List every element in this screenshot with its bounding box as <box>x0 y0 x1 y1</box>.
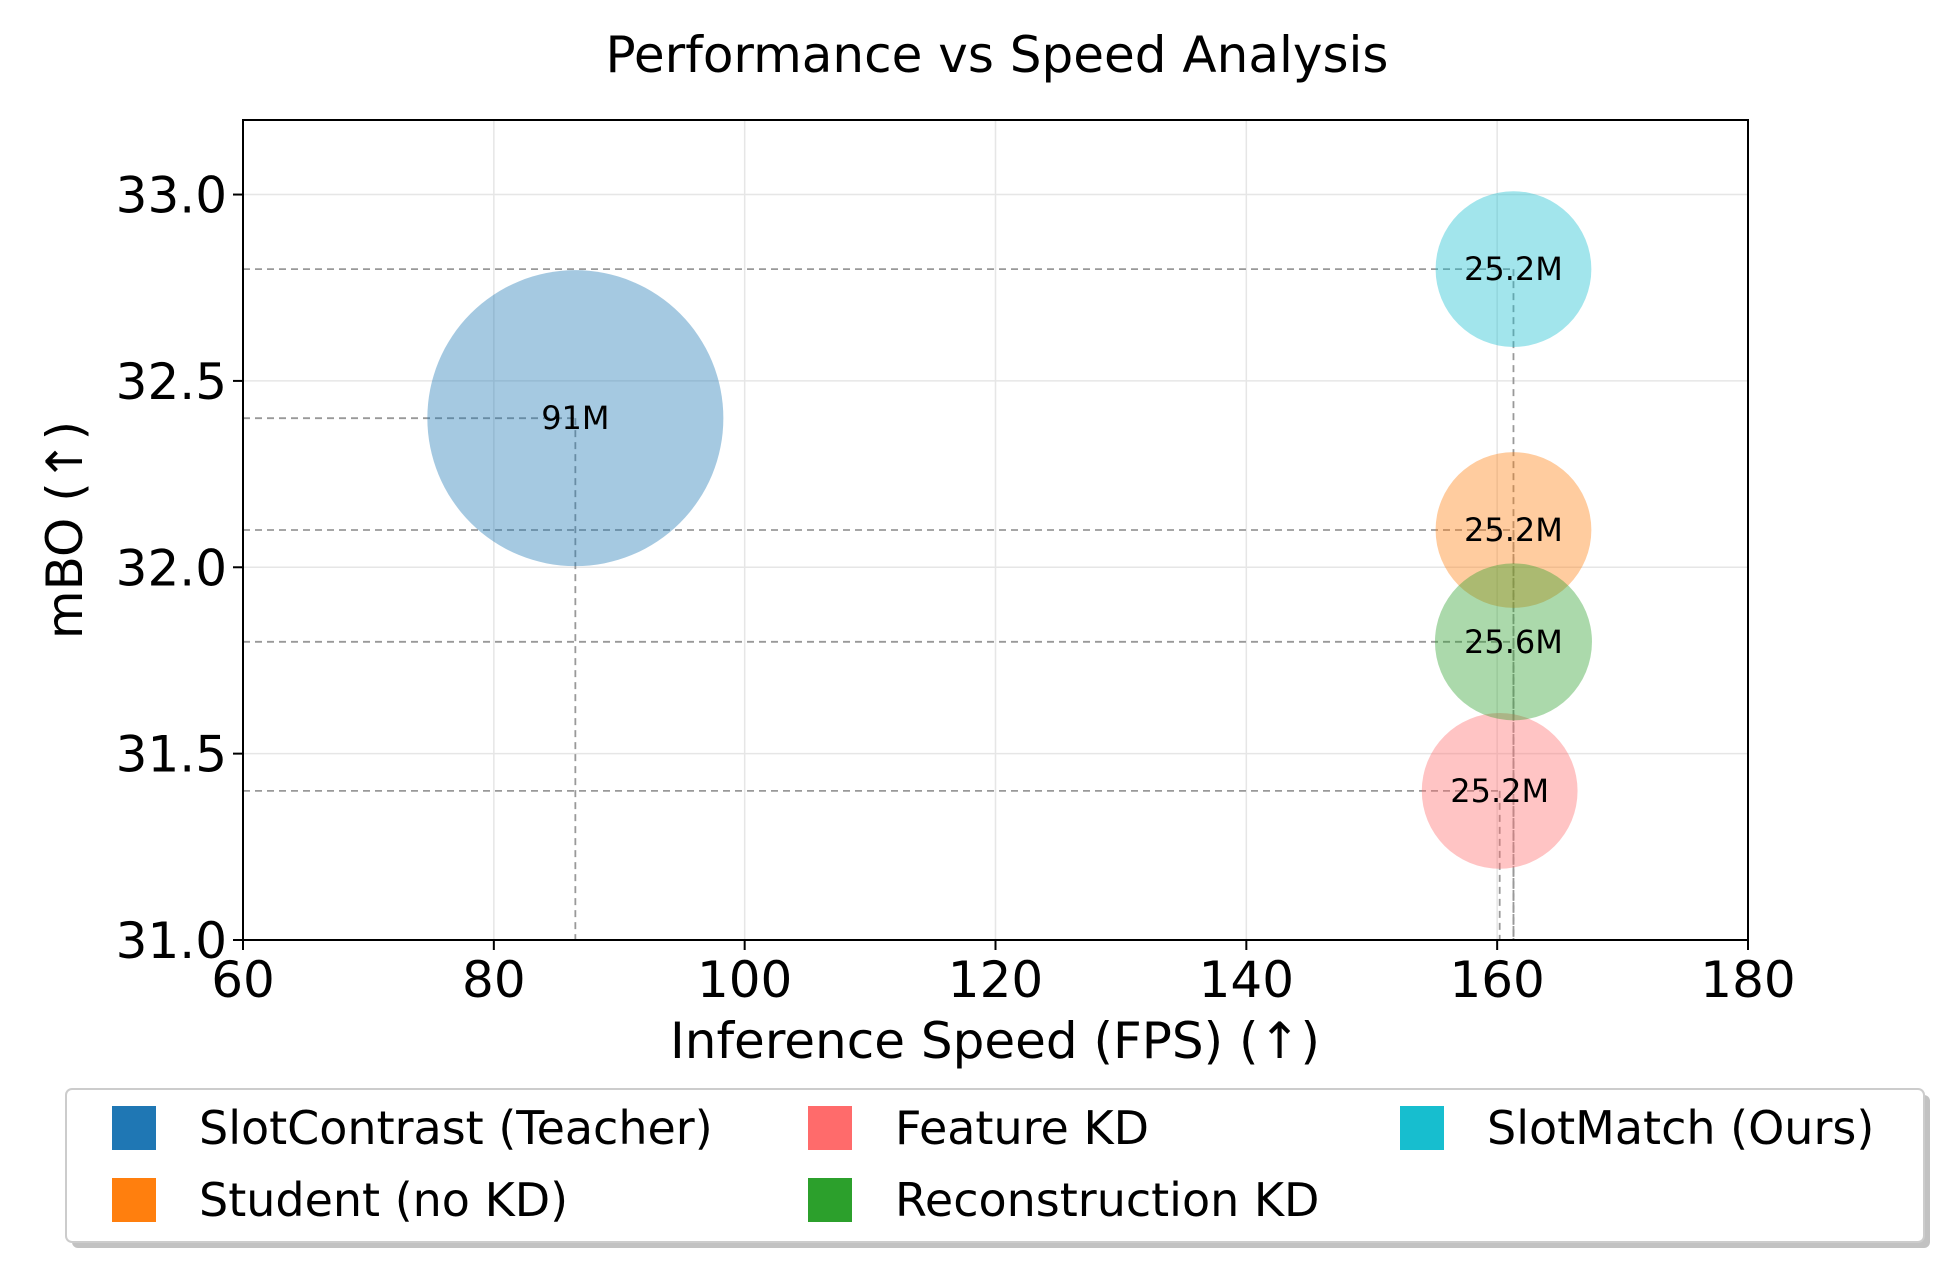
x-axis-label: Inference Speed (FPS) (↑) <box>670 1012 1320 1070</box>
x-tick-label: 180 <box>1700 951 1795 1009</box>
bubble-label: 91M <box>541 399 609 437</box>
legend-label: SlotContrast (Teacher) <box>199 1101 713 1155</box>
legend-swatch <box>808 1178 852 1222</box>
ticks: 60 80 100 120 140 160 180 31.0 31.5 32.0 32.5 33.0 <box>116 167 1796 1009</box>
legend: SlotContrast (Teacher) Student (no KD) Fea… <box>65 1088 1930 1248</box>
guide-lines <box>243 268 1515 940</box>
bubble-label: 25.6M <box>1464 623 1563 661</box>
x-tick-label: 160 <box>1449 951 1544 1009</box>
legend-swatch <box>112 1106 156 1150</box>
legend-swatch <box>1400 1106 1444 1150</box>
legend-label: SlotMatch (Ours) <box>1487 1101 1874 1155</box>
legend-box <box>65 1088 1925 1243</box>
y-axis-label: mBO (↑) <box>36 421 94 639</box>
legend-swatch <box>112 1178 156 1222</box>
bubble-point <box>1435 452 1592 608</box>
x-tick-label: 60 <box>211 951 275 1009</box>
legend-label: Reconstruction KD <box>895 1173 1319 1227</box>
bubble-point <box>1434 563 1592 721</box>
bubble-label: 25.2M <box>1464 250 1563 288</box>
bubbles: 91M 25.2M 25.2M 25.6M 25.2M <box>427 191 1592 869</box>
y-tick-label: 33.0 <box>116 167 227 225</box>
y-tick-label: 32.0 <box>116 539 227 597</box>
y-tick-label: 31.0 <box>116 912 227 970</box>
legend-label: Student (no KD) <box>199 1173 568 1227</box>
x-tick-label: 80 <box>462 951 526 1009</box>
bubble-point <box>427 270 724 567</box>
bubble-label: 25.2M <box>1450 772 1549 810</box>
chart-title: Performance vs Speed Analysis <box>606 26 1389 84</box>
bubble-point <box>1421 713 1578 869</box>
bubble-point <box>1435 191 1592 347</box>
x-tick-label: 120 <box>948 951 1043 1009</box>
y-tick-label: 32.5 <box>116 353 227 411</box>
y-tick-label: 31.5 <box>116 726 227 784</box>
bubble-label: 25.2M <box>1464 511 1563 549</box>
x-tick-label: 100 <box>697 951 792 1009</box>
legend-swatch <box>808 1106 852 1150</box>
legend-label: Feature KD <box>895 1101 1149 1155</box>
x-tick-label: 140 <box>1199 951 1294 1009</box>
